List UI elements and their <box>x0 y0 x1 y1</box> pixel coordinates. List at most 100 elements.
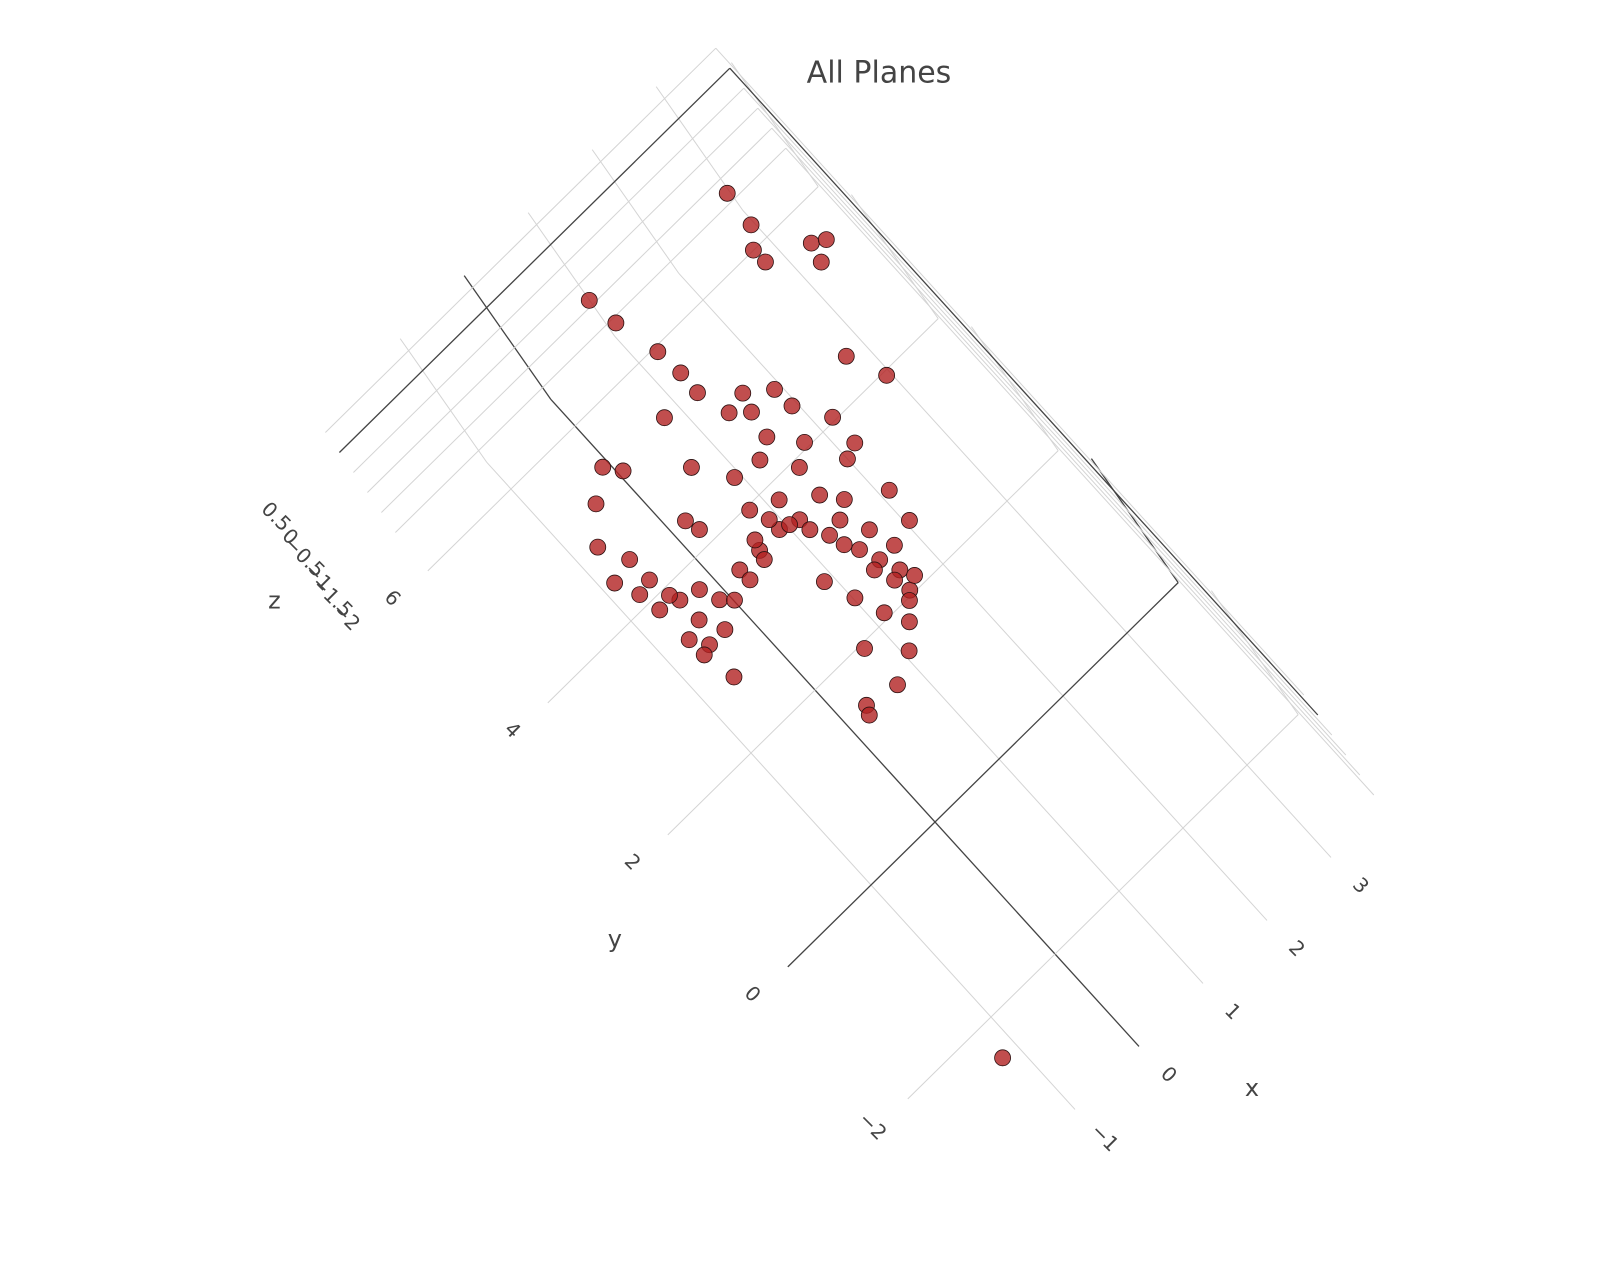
grid-line <box>729 67 1319 716</box>
grid-line <box>730 62 819 187</box>
point <box>760 511 778 529</box>
point <box>649 343 667 361</box>
x-tick-label: −1 <box>1086 1118 1124 1156</box>
point <box>651 601 669 619</box>
point <box>716 621 734 638</box>
point <box>726 469 743 486</box>
point <box>812 253 830 271</box>
point <box>817 231 835 249</box>
point <box>878 366 896 384</box>
grid-line <box>678 273 1268 921</box>
point <box>851 541 868 558</box>
point <box>725 668 743 686</box>
point <box>801 521 819 539</box>
grid-line <box>742 210 1332 858</box>
point <box>860 706 878 724</box>
grid-line <box>325 47 717 433</box>
point <box>621 551 639 568</box>
point <box>770 491 788 509</box>
point <box>720 404 738 422</box>
point <box>866 561 883 579</box>
point <box>781 516 798 534</box>
chart-title: All Planes <box>807 56 952 91</box>
grid-line <box>591 149 680 274</box>
grid-line <box>427 186 819 572</box>
grid-line <box>353 87 745 473</box>
point <box>796 433 813 451</box>
grid-line <box>550 399 1140 1047</box>
point <box>886 536 903 554</box>
point <box>677 512 694 530</box>
point <box>835 536 853 554</box>
x-tick-label: 3 <box>1348 872 1374 898</box>
y-tick-label: 0 <box>740 981 766 1007</box>
point <box>757 253 774 271</box>
point <box>901 613 918 631</box>
point <box>861 521 878 539</box>
grid-line <box>399 338 488 463</box>
point <box>680 631 698 649</box>
x-axis-title: x <box>1245 1074 1259 1102</box>
y-axis-title: y <box>608 925 622 953</box>
point <box>802 234 820 252</box>
y-tick-label: 4 <box>500 717 526 743</box>
point <box>835 491 853 508</box>
grid-line <box>743 87 1333 736</box>
grid-line <box>367 107 759 493</box>
grid-line <box>1210 590 1299 715</box>
point <box>743 403 760 421</box>
point <box>661 586 678 604</box>
x-tick-label: 1 <box>1220 998 1246 1024</box>
point <box>691 521 708 538</box>
x-tick-label: 0 <box>1156 1061 1182 1087</box>
point <box>900 642 918 660</box>
y-tick-label: 2 <box>620 849 646 875</box>
grid-line <box>381 127 773 513</box>
point <box>783 397 801 415</box>
y-tick-label: −2 <box>854 1107 892 1145</box>
grid-line <box>463 275 552 400</box>
point <box>580 291 598 309</box>
point <box>587 495 605 513</box>
point <box>839 450 856 468</box>
grid-line <box>787 582 1179 968</box>
grid-line <box>395 147 787 533</box>
point <box>886 571 903 589</box>
point <box>641 571 658 589</box>
point <box>589 538 607 556</box>
points <box>580 184 1011 1067</box>
point <box>683 459 700 476</box>
point <box>816 573 833 591</box>
point <box>726 591 743 609</box>
point <box>742 216 760 234</box>
grid-line <box>338 67 731 453</box>
point <box>614 462 632 480</box>
grid-line <box>614 336 1204 984</box>
grid-line <box>757 107 1347 756</box>
grid <box>325 47 1375 1110</box>
point <box>821 526 838 544</box>
y-tick-label: 6 <box>380 585 406 611</box>
point <box>766 380 783 398</box>
point <box>606 574 624 592</box>
point <box>901 512 918 529</box>
point <box>758 428 776 446</box>
point <box>731 561 749 579</box>
point <box>672 364 690 382</box>
point <box>741 571 759 589</box>
point <box>695 646 713 664</box>
point <box>751 451 769 469</box>
point <box>824 408 841 426</box>
point <box>889 676 906 694</box>
point <box>656 409 673 427</box>
z-axis-title: z <box>268 587 281 615</box>
point <box>691 581 708 599</box>
point <box>856 640 873 657</box>
point <box>594 458 612 476</box>
point <box>689 384 706 402</box>
point <box>746 531 764 549</box>
point <box>837 347 855 365</box>
point <box>791 459 808 476</box>
